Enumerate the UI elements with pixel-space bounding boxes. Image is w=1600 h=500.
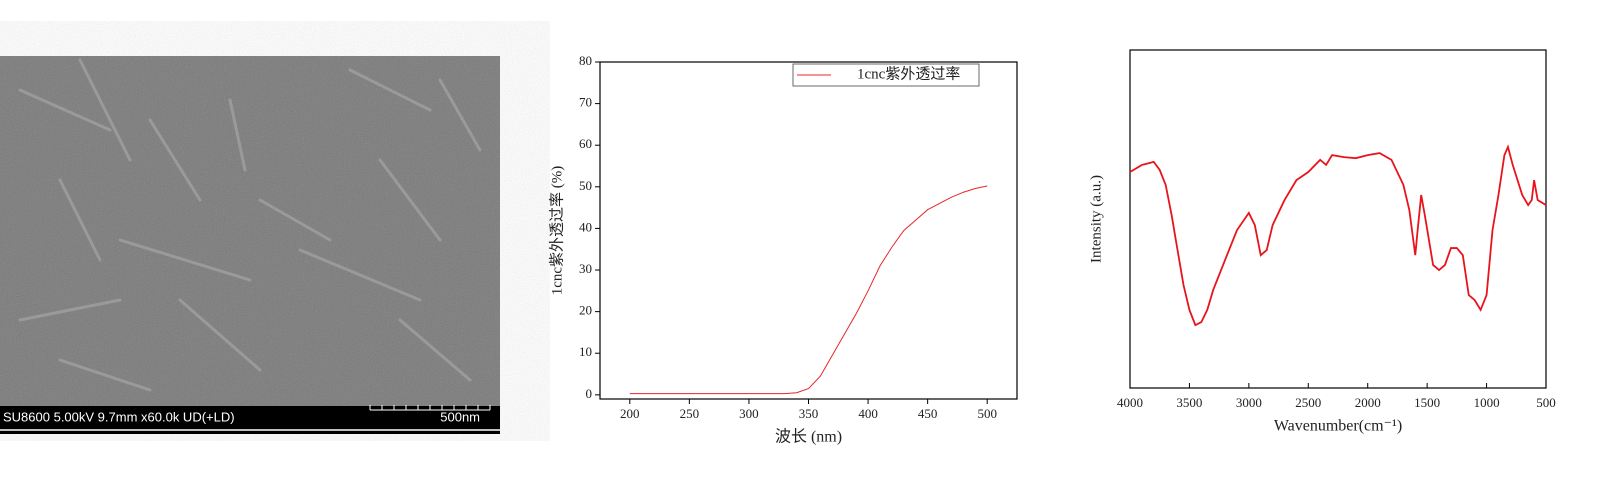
y-tick-label: 70	[579, 95, 592, 110]
x-tick-label: 3000	[1236, 395, 1262, 410]
x-tick-label: 3500	[1176, 395, 1202, 410]
x-axis-label: Wavenumber(cm⁻¹)	[1274, 418, 1402, 435]
x-tick-label: 400	[858, 406, 878, 421]
x-tick-label: 2000	[1355, 395, 1381, 410]
sem-texture	[0, 56, 500, 406]
y-tick-label: 60	[579, 136, 592, 151]
x-tick-label: 450	[918, 406, 938, 421]
legend-box	[792, 63, 980, 87]
x-tick-label: 250	[680, 406, 700, 421]
x-tick-label: 200	[620, 406, 640, 421]
y-tick-label: 80	[579, 53, 592, 68]
x-tick-label: 500	[1536, 395, 1556, 410]
y-tick-label: 20	[579, 303, 592, 318]
plot-frame	[1129, 49, 1547, 389]
x-tick-label: 2500	[1295, 395, 1321, 410]
sem-scale: 500nm	[440, 409, 480, 424]
sem-info: SU8600 5.00kV 9.7mm x60.0k UD(+LD)	[3, 409, 235, 424]
x-axis-label: 波长 (nm)	[775, 428, 842, 446]
y-tick-label: 40	[579, 219, 592, 234]
sem-scale-bar	[369, 405, 491, 411]
y-tick-label: 50	[579, 178, 592, 193]
data-line	[1129, 144, 1547, 327]
sem-fibers	[18, 58, 482, 392]
x-tick-label: 1500	[1414, 395, 1440, 410]
y-tick-label: 30	[579, 261, 592, 276]
data-line	[629, 185, 988, 395]
y-axis-label: 1cnc紫外透过率 (%)	[548, 166, 565, 296]
x-tick-label: 350	[799, 406, 819, 421]
y-tick-label: 10	[579, 344, 592, 359]
plot-frame	[599, 61, 1018, 400]
sem-image: SU8600 5.00kV 9.7mm x60.0k UD(+LD) 500nm	[0, 56, 500, 434]
y-axis-label: Intensity (a.u.)	[1088, 175, 1104, 263]
y-tick-label: 0	[586, 386, 593, 401]
x-tick-label: 1000	[1474, 395, 1500, 410]
x-tick-label: 4000	[1117, 395, 1143, 410]
x-tick-label: 300	[739, 406, 759, 421]
x-tick-label: 500	[977, 406, 997, 421]
legend-label: 1cnc紫外透过率	[857, 65, 960, 82]
